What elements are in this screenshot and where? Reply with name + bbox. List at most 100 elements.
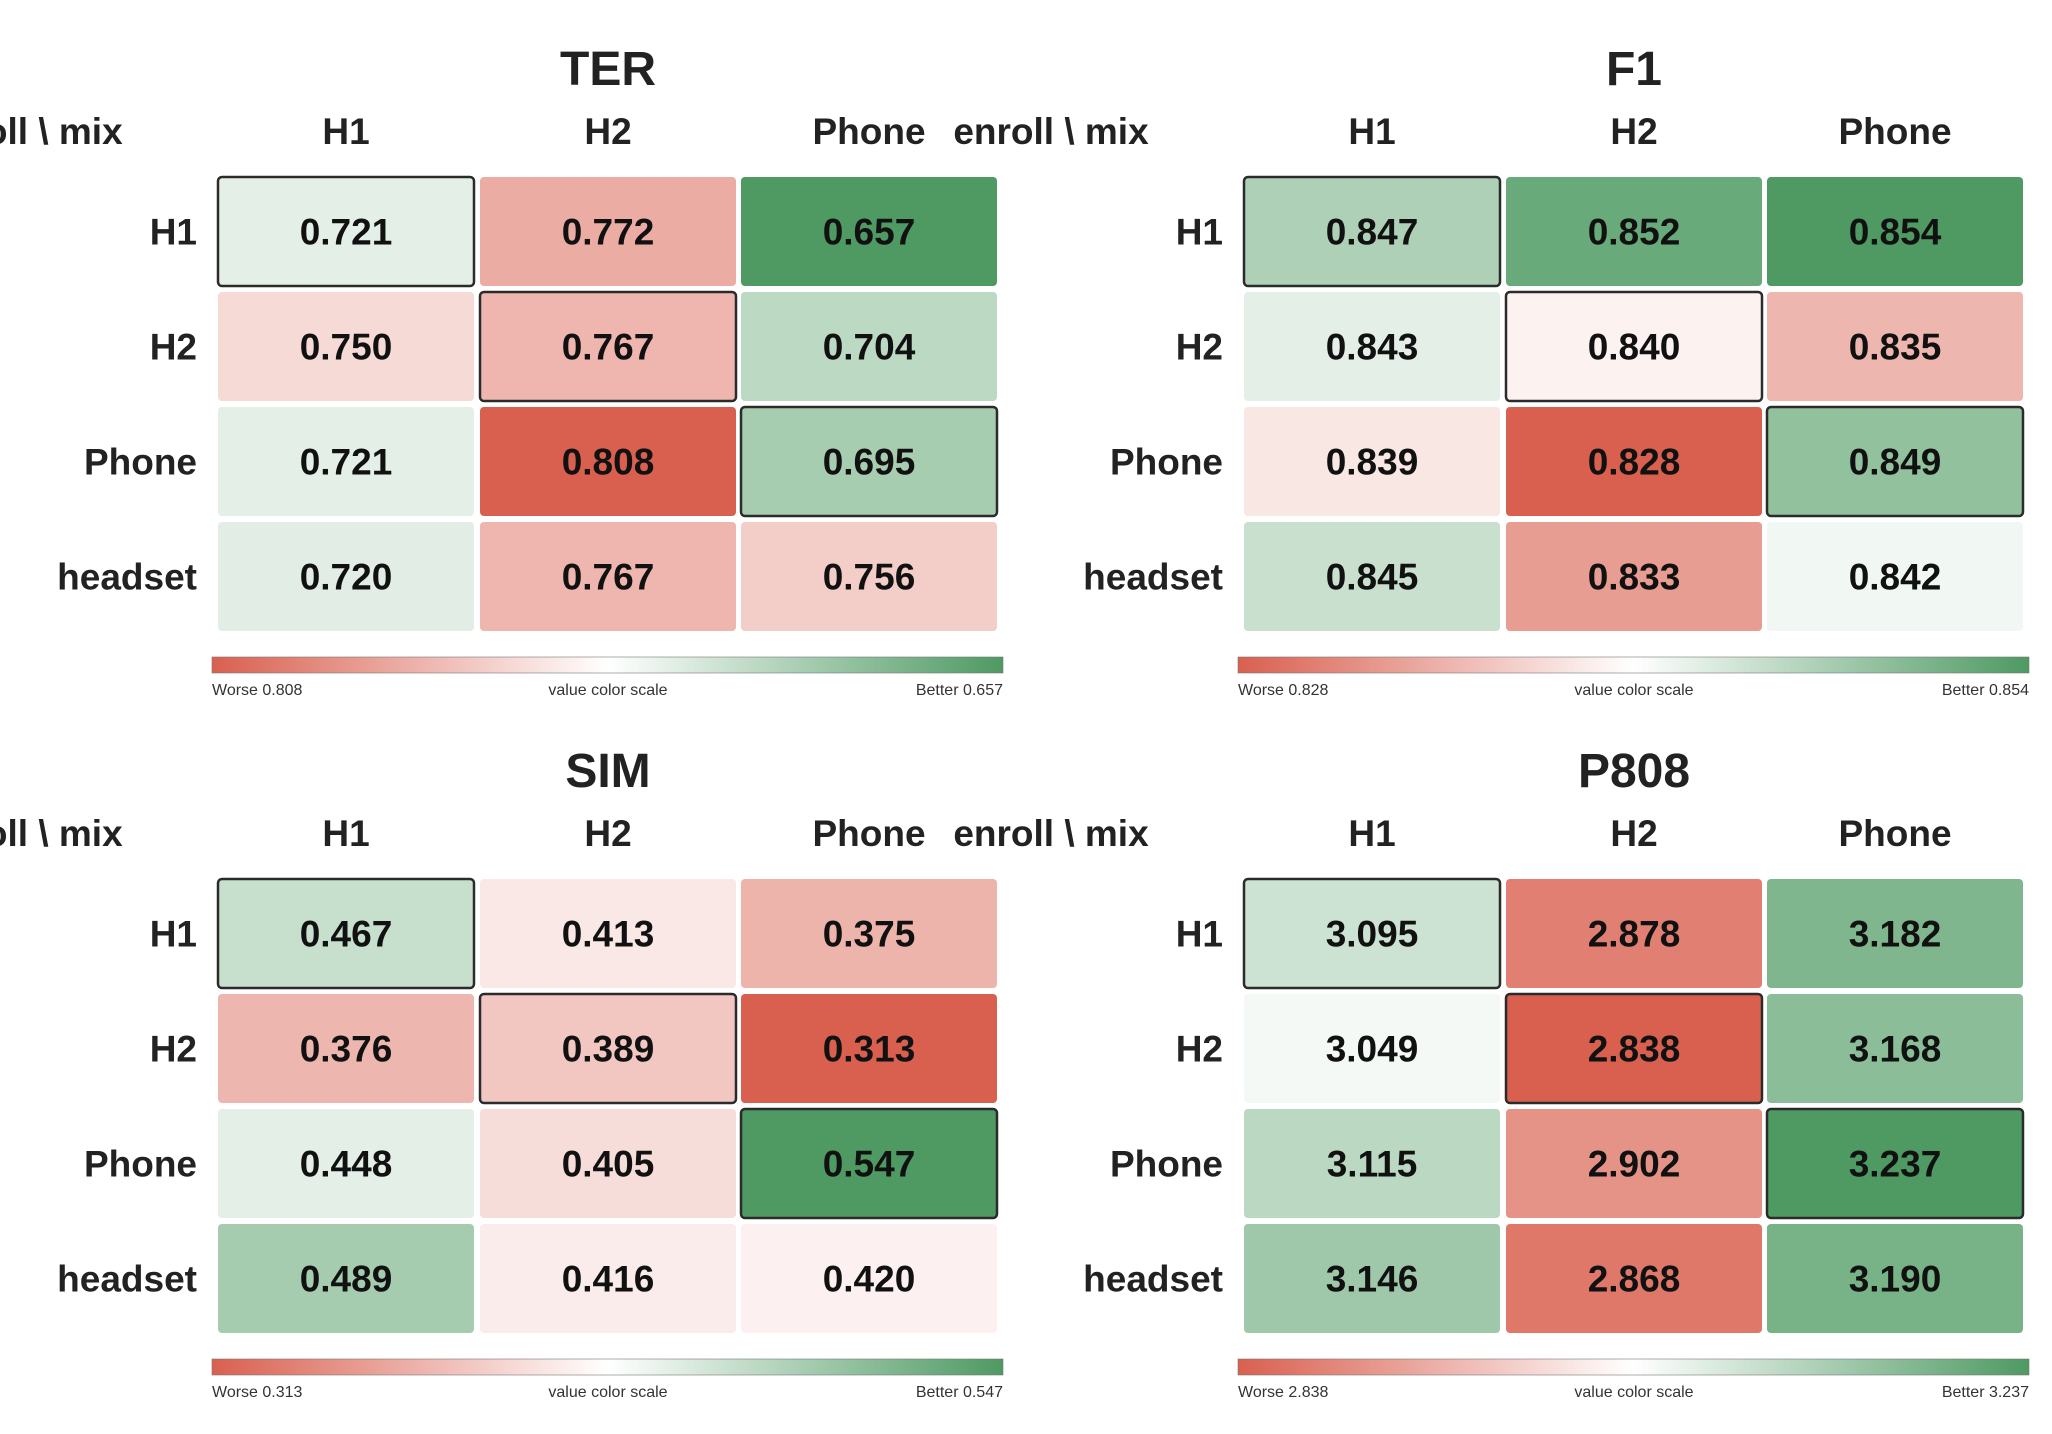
heatmap-cell — [480, 522, 736, 631]
heatmap-cell — [1244, 994, 1500, 1103]
scale-better-label: Better 0.657 — [916, 682, 1003, 699]
cell-value: 0.489 — [300, 1259, 393, 1300]
diagonal-cell — [739, 1107, 999, 1220]
cell-value: 3.095 — [1326, 914, 1419, 955]
cell-value: 0.835 — [1849, 327, 1942, 368]
row-header: H2 — [150, 327, 197, 368]
column-header: H1 — [1348, 111, 1395, 152]
cell-value: 0.375 — [823, 914, 916, 955]
heatmap-cell — [1506, 1109, 1762, 1218]
color-scale-bar — [211, 656, 1004, 674]
cell-value: 0.750 — [300, 327, 393, 368]
cell-value: 0.852 — [1588, 212, 1681, 253]
column-header: H2 — [584, 111, 631, 152]
column-header: Phone — [1838, 111, 1951, 152]
corner-label: enroll \ mix — [953, 813, 1149, 854]
row-header: Phone — [84, 1144, 197, 1185]
diagonal-cell — [1504, 290, 1764, 403]
panel-title: SIM — [565, 745, 650, 798]
heatmap-cell — [480, 879, 736, 988]
heatmap-cell — [218, 994, 474, 1103]
column-header: H1 — [1348, 813, 1395, 854]
row-header: headset — [57, 557, 197, 598]
column-header: H2 — [1610, 111, 1657, 152]
heatmap-cell — [1767, 177, 2023, 286]
color-scale-bar — [1237, 656, 2030, 674]
heatmap-cell — [1506, 177, 1762, 286]
scale-title: value color scale — [1574, 682, 1693, 699]
heatmap-panel-ter: TER enroll \ mix H1 H2 Phone H1 H2 Phone headset… — [0, 43, 1004, 699]
cell-value: 0.854 — [1849, 212, 1942, 253]
heatmap-cell — [480, 177, 736, 286]
heatmap-cell — [741, 1224, 997, 1333]
diagonal-cell — [1765, 405, 2025, 518]
heatmap-cell — [1244, 1109, 1500, 1218]
column-header: H2 — [584, 813, 631, 854]
cell-value: 2.868 — [1588, 1259, 1681, 1300]
cell-value: 0.657 — [823, 212, 916, 253]
heatmap-cell — [1244, 1224, 1500, 1333]
row-header: Phone — [84, 442, 197, 483]
heatmap-cell — [1506, 1224, 1762, 1333]
scale-worse-label: Worse 0.808 — [212, 682, 303, 699]
scale-title: value color scale — [548, 1384, 667, 1401]
row-header: H1 — [1176, 914, 1223, 955]
color-scale-bar — [1237, 1358, 2030, 1376]
row-header: H1 — [1176, 212, 1223, 253]
heatmap-cell — [741, 879, 997, 988]
heatmap-panel-f1: F1 enroll \ mix H1 H2 Phone H1 H2 Phone headset 0… — [953, 43, 2030, 699]
heatmap-cell — [1506, 522, 1762, 631]
cell-value: 3.049 — [1326, 1029, 1419, 1070]
cell-value: 3.146 — [1326, 1259, 1419, 1300]
diagonal-cell — [739, 405, 999, 518]
diagonal-cell — [216, 175, 476, 288]
scale-worse-label: Worse 0.313 — [212, 1384, 303, 1401]
cell-value: 0.721 — [300, 212, 393, 253]
cell-value: 0.405 — [562, 1144, 655, 1185]
cell-value: 0.416 — [562, 1259, 655, 1300]
cell-value: 0.721 — [300, 442, 393, 483]
heatmap-panel-sim: SIM enroll \ mix H1 H2 Phone H1 H2 Phone headset… — [0, 745, 1004, 1401]
heatmap-cell — [480, 1109, 736, 1218]
diagonal-cell — [1504, 992, 1764, 1105]
heatmap-cell — [1244, 292, 1500, 401]
heatmap-cell — [741, 292, 997, 401]
scale-title: value color scale — [548, 682, 667, 699]
row-header: headset — [57, 1259, 197, 1300]
cell-value: 0.808 — [562, 442, 655, 483]
row-header: H2 — [150, 1029, 197, 1070]
corner-label: enroll \ mix — [0, 111, 123, 152]
scale-better-label: Better 0.547 — [916, 1384, 1003, 1401]
cell-value: 0.389 — [562, 1029, 655, 1070]
cell-value: 0.756 — [823, 557, 916, 598]
cell-value: 0.720 — [300, 557, 393, 598]
row-header: H2 — [1176, 1029, 1223, 1070]
heatmap-cell — [1244, 407, 1500, 516]
cell-value: 3.237 — [1849, 1144, 1942, 1185]
heatmap-cell — [218, 522, 474, 631]
cell-value: 0.413 — [562, 914, 655, 955]
heatmap-cell — [1506, 879, 1762, 988]
row-header: headset — [1083, 1259, 1223, 1300]
heatmap-cell — [218, 1109, 474, 1218]
heatmap-panel-p808: P808 enroll \ mix H1 H2 Phone H1 H2 Phone headse… — [953, 745, 2030, 1401]
heatmap-cell — [741, 177, 997, 286]
column-header: H1 — [322, 813, 369, 854]
heatmap-cell — [741, 522, 997, 631]
cell-value: 0.828 — [1588, 442, 1681, 483]
panel-title: TER — [560, 43, 656, 96]
heatmap-cell — [1767, 994, 2023, 1103]
heatmap-cell — [1767, 879, 2023, 988]
diagonal-cell — [478, 290, 738, 403]
cell-value: 0.313 — [823, 1029, 916, 1070]
cell-value: 0.772 — [562, 212, 655, 253]
cell-value: 0.695 — [823, 442, 916, 483]
cell-value: 0.448 — [300, 1144, 393, 1185]
row-header: H2 — [1176, 327, 1223, 368]
column-header: Phone — [812, 813, 925, 854]
column-header: H2 — [1610, 813, 1657, 854]
cell-value: 2.902 — [1588, 1144, 1681, 1185]
cell-value: 0.376 — [300, 1029, 393, 1070]
